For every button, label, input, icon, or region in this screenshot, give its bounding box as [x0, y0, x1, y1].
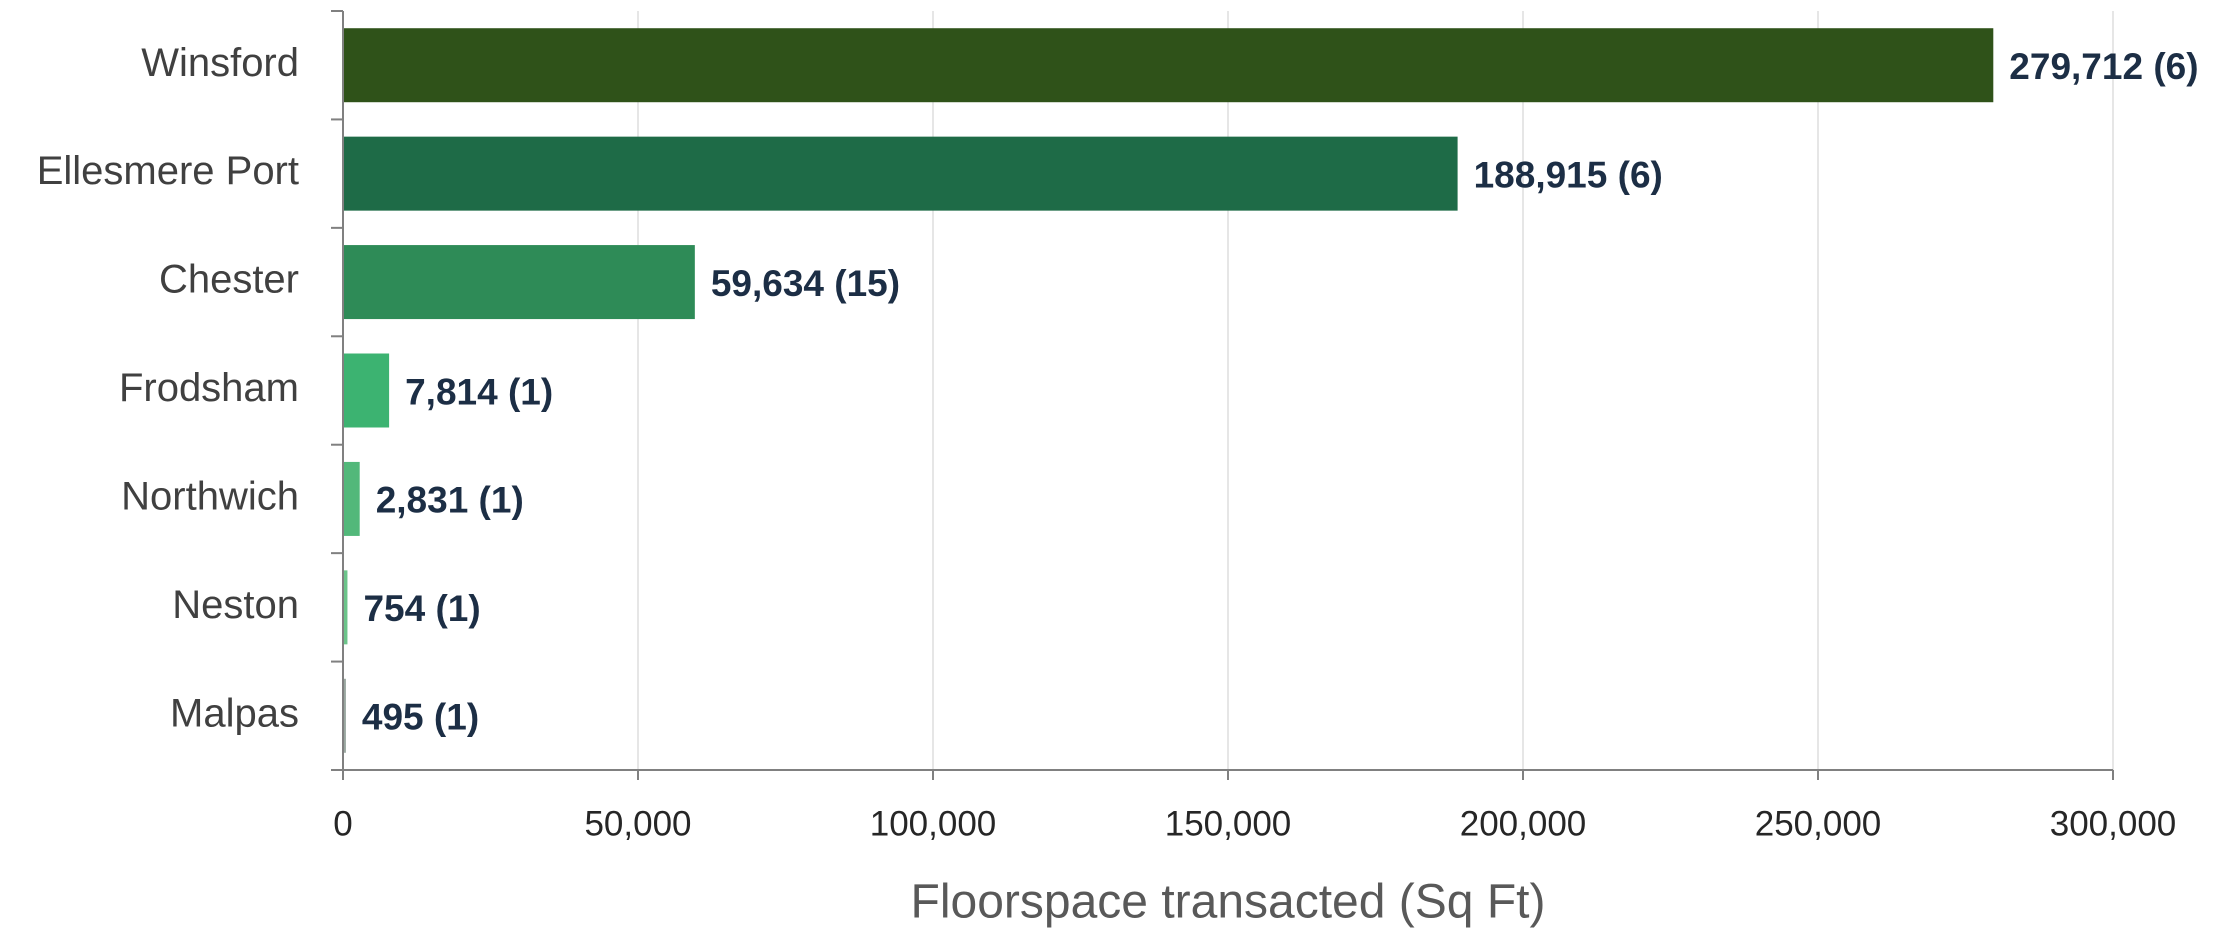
x-tick-label: 50,000	[584, 804, 691, 843]
bar	[343, 28, 1994, 103]
x-axis-title: Floorspace transacted (Sq Ft)	[911, 876, 1546, 929]
x-tick-label: 0	[333, 804, 352, 843]
data-label: 754 (1)	[363, 588, 480, 629]
category-label: Neston	[172, 583, 299, 627]
x-tick-label: 250,000	[1755, 804, 1882, 843]
bar	[343, 570, 348, 645]
category-label: Ellesmere Port	[37, 149, 299, 193]
category-label: Malpas	[170, 691, 299, 735]
data-label: 279,712 (6)	[2009, 46, 2198, 87]
category-label: Northwich	[121, 474, 299, 518]
data-label: 188,915 (6)	[1474, 154, 1663, 195]
x-tick-label: 200,000	[1460, 804, 1587, 843]
category-label: Chester	[159, 258, 299, 302]
bar	[343, 461, 360, 536]
data-label: 59,634 (15)	[711, 263, 900, 304]
category-label: Winsford	[141, 41, 299, 85]
category-label: Frodsham	[119, 366, 299, 410]
data-label: 495 (1)	[362, 697, 479, 738]
data-label: 2,831 (1)	[376, 480, 524, 521]
bar	[343, 678, 346, 753]
bar	[343, 353, 390, 428]
x-tick-label: 300,000	[2050, 804, 2177, 843]
data-label: 7,814 (1)	[405, 371, 553, 412]
bar	[343, 136, 1458, 211]
x-tick-label: 100,000	[870, 804, 997, 843]
bar	[343, 245, 695, 320]
x-tick-label: 150,000	[1165, 804, 1292, 843]
